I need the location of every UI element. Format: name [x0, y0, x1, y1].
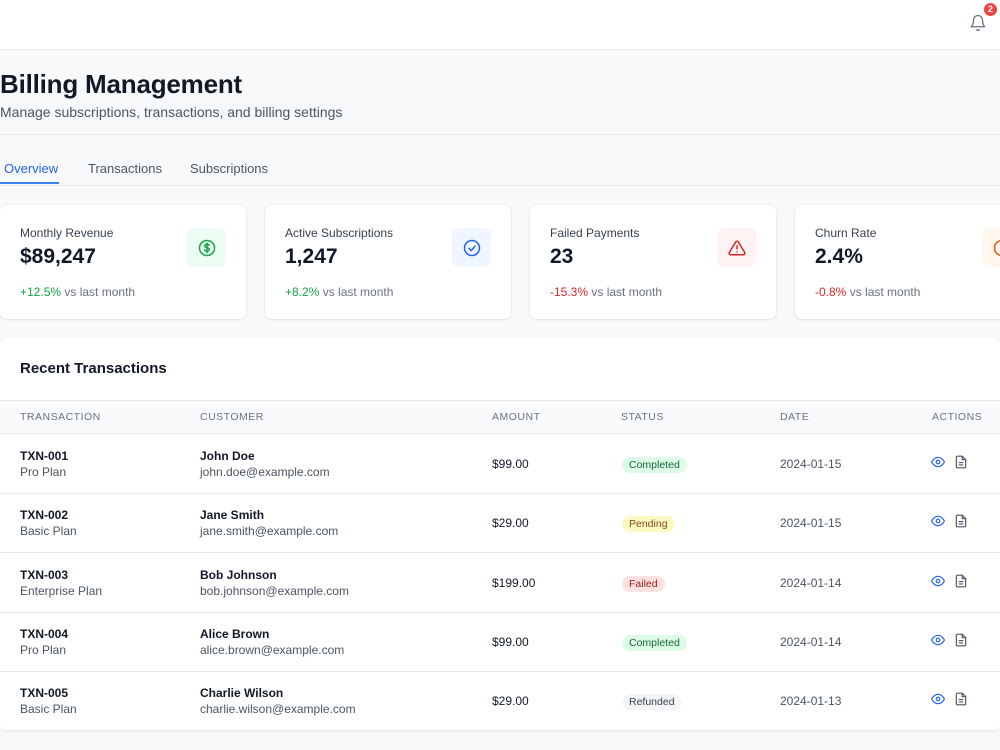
alert-triangle-icon — [717, 228, 756, 267]
eye-icon[interactable] — [931, 633, 945, 647]
transaction-id: TXN-005 — [20, 686, 69, 701]
stat-card-active-subscriptions: Active Subscriptions 1,247 +8.2% vs last… — [265, 205, 511, 319]
transaction-amount: $29.00 — [492, 516, 529, 531]
status-badge: Failed — [622, 575, 665, 592]
customer-name: Bob Johnson — [200, 567, 277, 582]
stat-card-change: +12.5% vs last month — [20, 285, 135, 299]
page-subtitle: Manage subscriptions, transactions, and … — [0, 104, 343, 120]
eye-icon[interactable] — [931, 574, 945, 588]
eye-icon[interactable] — [931, 455, 945, 469]
table-row: TXN-004 Pro Plan Alice Brown alice.brown@ex… — [0, 613, 1000, 672]
bell-icon[interactable] — [969, 13, 987, 33]
status-badge: Refunded — [622, 694, 682, 711]
customer-name: Jane Smith — [200, 508, 265, 523]
column-header-amount: AMOUNT — [492, 411, 541, 423]
transaction-id: TXN-001 — [20, 449, 69, 463]
table-row: TXN-002 Basic Plan Jane Smith jane.smith@ex… — [0, 494, 1000, 554]
stat-card-change-suffix: vs last month — [61, 285, 136, 299]
stat-card-label: Active Subscriptions — [285, 226, 394, 240]
tab-bar: Overview Transactions Subscriptions — [0, 136, 1000, 186]
customer-name: Charlie Wilson — [200, 686, 284, 701]
eye-icon[interactable] — [931, 692, 945, 706]
transaction-plan: Pro Plan — [20, 642, 67, 657]
stat-card-value: $89,247 — [20, 245, 96, 268]
table-row: TXN-005 Basic Plan Charlie Wilson charlie.w… — [0, 672, 1000, 731]
stat-card-label: Failed Payments — [550, 226, 640, 240]
stat-card-change: -15.3% vs last month — [550, 285, 662, 299]
file-text-icon[interactable] — [954, 514, 968, 528]
customer-name: John Doe — [200, 449, 255, 463]
transaction-id: TXN-004 — [20, 626, 69, 641]
table-row: TXN-001 Pro Plan John Doe john.doe@example.… — [0, 435, 1000, 494]
table-header: TRANSACTION CUSTOMER AMOUNT STATUS DATE … — [0, 400, 1000, 434]
transaction-plan: Basic Plan — [20, 702, 77, 717]
recent-transactions-panel: Recent Transactions TRANSACTION CUSTOMER… — [0, 338, 1000, 731]
page-header: Billing Management Manage subscriptions,… — [0, 51, 1000, 135]
transaction-amount: $199.00 — [492, 575, 536, 590]
customer-email: jane.smith@example.com — [200, 524, 339, 539]
customer-email: bob.johnson@example.com — [200, 583, 349, 598]
stat-card-change-value: -0.8% — [815, 285, 847, 299]
transaction-amount: $99.00 — [492, 634, 529, 649]
customer-name: Alice Brown — [200, 626, 270, 641]
table-row: TXN-003 Enterprise Plan Bob Johnson bob.joh… — [0, 554, 1000, 613]
transaction-date: 2024-01-14 — [780, 634, 842, 649]
stat-card-monthly-revenue: Monthly Revenue $89,247 +12.5% vs last m… — [0, 205, 246, 319]
file-text-icon[interactable] — [954, 692, 968, 706]
stat-card-change-value: +8.2% — [285, 285, 320, 299]
clock-icon — [982, 228, 1000, 267]
transaction-id: TXN-002 — [20, 508, 69, 523]
notification-count-badge: 2 — [984, 3, 997, 16]
status-badge: Completed — [622, 457, 687, 473]
status-badge: Pending — [622, 516, 675, 533]
tab-overview[interactable]: Overview — [4, 161, 59, 176]
transaction-date: 2024-01-13 — [780, 694, 842, 709]
top-bar: 2 — [0, 0, 1000, 50]
check-circle-icon — [452, 228, 491, 267]
column-header-actions: ACTIONS — [932, 411, 983, 423]
stat-card-label: Monthly Revenue — [20, 226, 114, 240]
stat-card-change-suffix: vs last month — [588, 285, 663, 299]
stat-card-label: Churn Rate — [815, 226, 877, 240]
transaction-date: 2024-01-15 — [780, 457, 842, 471]
transaction-id: TXN-003 — [20, 567, 69, 582]
stat-card-change-suffix: vs last month — [846, 285, 921, 299]
transaction-plan: Enterprise Plan — [20, 583, 103, 598]
transaction-plan: Pro Plan — [20, 465, 67, 479]
transaction-date: 2024-01-14 — [780, 575, 842, 590]
column-header-status: STATUS — [621, 411, 664, 423]
stat-card-failed-payments: Failed Payments 23 -15.3% vs last month — [530, 205, 776, 319]
customer-email: alice.brown@example.com — [200, 642, 345, 657]
stat-card-value: 23 — [550, 245, 574, 268]
stat-card-change: -0.8% vs last month — [815, 285, 920, 299]
eye-icon[interactable] — [931, 514, 945, 528]
customer-email: john.doe@example.com — [200, 465, 330, 479]
column-header-customer: CUSTOMER — [200, 411, 264, 423]
dollar-circle-icon — [187, 228, 226, 267]
customer-email: charlie.wilson@example.com — [200, 702, 356, 717]
stat-card-change-suffix: vs last month — [319, 285, 394, 299]
file-text-icon[interactable] — [954, 574, 968, 588]
status-badge: Completed — [622, 634, 687, 651]
column-header-transaction: TRANSACTION — [20, 411, 101, 423]
stat-card-churn-rate: Churn Rate 2.4% -0.8% vs last month — [795, 205, 1000, 319]
stat-card-value: 1,247 — [285, 245, 338, 268]
transaction-amount: $29.00 — [492, 694, 529, 709]
page-title: Billing Management — [0, 69, 242, 99]
file-text-icon[interactable] — [954, 633, 968, 647]
active-tab-indicator — [0, 182, 59, 184]
section-title: Recent Transactions — [20, 360, 167, 377]
file-text-icon[interactable] — [954, 455, 968, 469]
transaction-plan: Basic Plan — [20, 524, 77, 539]
stat-card-change-value: +12.5% — [20, 285, 62, 299]
tab-subscriptions[interactable]: Subscriptions — [190, 161, 269, 176]
tab-transactions[interactable]: Transactions — [88, 161, 162, 176]
column-header-date: DATE — [780, 411, 810, 423]
stat-card-change-value: -15.3% — [550, 285, 589, 299]
stat-card-value: 2.4% — [815, 245, 863, 268]
stat-card-change: +8.2% vs last month — [285, 285, 393, 299]
transaction-amount: $99.00 — [492, 457, 529, 471]
transaction-date: 2024-01-15 — [780, 516, 842, 531]
